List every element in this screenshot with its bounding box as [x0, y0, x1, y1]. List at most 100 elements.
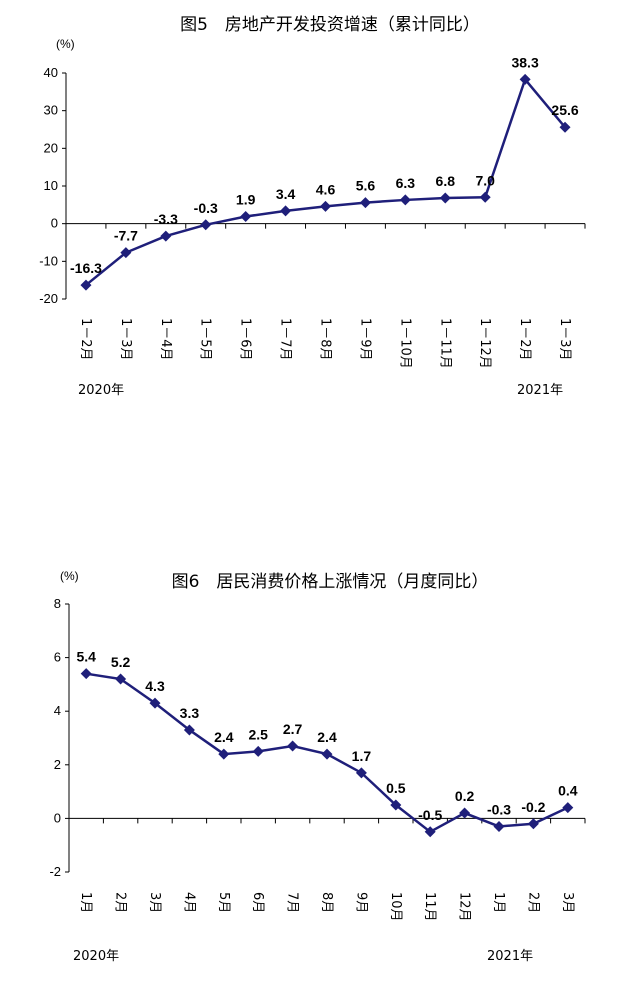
chart1-year-2021: 2021年	[517, 383, 563, 398]
data-label: 1.7	[352, 748, 372, 764]
data-point-marker	[320, 200, 331, 212]
x-tick-label: 4月	[181, 892, 196, 913]
data-point-marker	[399, 194, 411, 206]
data-point-marker	[287, 740, 299, 752]
data-point-marker	[280, 205, 292, 217]
data-label: -0.5	[418, 807, 442, 823]
data-label: 1.9	[236, 192, 256, 208]
data-label: 7.0	[475, 172, 495, 188]
y-tick-label: 0	[54, 810, 61, 825]
data-point-marker	[321, 748, 333, 760]
chart1-title: 图5 房地产开发投资增速（累计同比）	[180, 15, 480, 35]
y-tick-label: -20	[39, 291, 58, 306]
data-label: 38.3	[511, 54, 538, 70]
data-label: 6.8	[436, 173, 456, 189]
x-tick-label: 1－3月	[118, 318, 133, 361]
data-label: -3.3	[154, 211, 178, 227]
data-point-marker	[424, 826, 436, 838]
x-tick-label: 1－12月	[477, 318, 492, 369]
x-tick-label: 2月	[113, 892, 128, 913]
chart-investment-growth: 图5 房地产开发投资增速（累计同比） (%) 40 30 20 10 0 -10 -20 1…	[39, 15, 586, 398]
x-tick-label: 5月	[216, 892, 231, 913]
x-tick-label: 1月	[491, 892, 506, 913]
chart1-series	[80, 73, 571, 291]
data-point-marker	[160, 230, 172, 242]
data-label: 0.5	[386, 780, 406, 796]
data-point-marker	[218, 748, 230, 760]
data-label: 2.4	[317, 729, 337, 745]
data-point-marker	[559, 121, 571, 133]
data-point-marker	[183, 724, 195, 736]
y-tick-label: -10	[39, 253, 58, 268]
data-label: -16.3	[70, 260, 102, 276]
y-tick-label: 6	[54, 650, 61, 665]
y-tick-label: 20	[44, 140, 58, 155]
data-point-marker	[359, 197, 371, 209]
chart2-unit: (%)	[60, 569, 79, 583]
data-label: 3.3	[180, 705, 200, 721]
data-label: 0.4	[558, 783, 578, 799]
data-label: 25.6	[551, 102, 578, 118]
data-point-marker	[479, 191, 491, 203]
x-tick-label: 1－4月	[158, 318, 173, 361]
x-tick-label: 1－11月	[437, 318, 452, 369]
chart2-axes	[68, 604, 585, 872]
x-tick-label: 11月	[422, 892, 437, 922]
data-label: 5.4	[76, 649, 96, 665]
chart2-series	[80, 668, 574, 838]
y-tick-label: 0	[51, 216, 58, 231]
data-point-marker	[527, 818, 539, 830]
chart2-year-2021: 2021年	[487, 949, 533, 964]
y-tick-label: 10	[44, 178, 58, 193]
data-point-marker	[355, 767, 367, 779]
x-tick-label: 3月	[147, 892, 162, 913]
x-tick-label: 6月	[250, 892, 265, 913]
x-tick-label: 1－6月	[238, 318, 253, 361]
y-tick-label: -2	[49, 864, 61, 879]
y-tick-label: 8	[54, 596, 61, 611]
x-tick-label: 12月	[457, 892, 472, 922]
y-tick-label: 2	[54, 757, 61, 772]
x-tick-label: 7月	[285, 892, 300, 913]
chart-cpi: 图6 居民消费价格上涨情况（月度同比） (%) 8 6 4 2 0 -2 1月 2月 3月 4月…	[49, 569, 586, 964]
y-tick-label: 4	[54, 703, 61, 718]
data-point-marker	[459, 807, 471, 819]
x-tick-label: 10月	[388, 892, 403, 922]
x-tick-label: 1－5月	[198, 318, 213, 361]
x-tick-label: 2月	[525, 892, 540, 913]
x-tick-label: 1－9月	[357, 318, 372, 361]
data-label: 4.6	[316, 181, 336, 197]
x-tick-label: 1－10月	[397, 318, 412, 369]
data-point-marker	[115, 673, 127, 685]
chart2-x-ticks: 1月 2月 3月 4月 5月 6月 7月 8月 9月 10月 11月 12月 1月 2月 3月	[68, 818, 586, 922]
x-tick-label: 1－8月	[318, 318, 333, 361]
chart2-y-ticks: 8 6 4 2 0 -2	[49, 596, 69, 879]
data-point-marker	[390, 799, 402, 811]
data-label: 0.2	[455, 788, 475, 804]
x-tick-label: 1－3月	[557, 318, 572, 361]
data-point-marker	[252, 745, 264, 757]
data-point-marker	[80, 668, 92, 680]
data-point-marker	[519, 73, 531, 85]
y-tick-label: 40	[44, 65, 58, 80]
x-tick-label: 1－7月	[278, 318, 293, 361]
data-label: -7.7	[114, 228, 138, 244]
data-label: 3.4	[276, 186, 296, 202]
data-label: -0.3	[487, 801, 511, 817]
x-tick-label: 9月	[353, 892, 368, 913]
data-point-marker	[80, 279, 92, 291]
x-tick-label: 3月	[560, 892, 575, 913]
data-label: -0.2	[521, 799, 545, 815]
data-label: 2.4	[214, 729, 234, 745]
data-point-marker	[149, 697, 161, 709]
chart2-year-2020: 2020年	[73, 949, 119, 964]
chart2-data-labels: 5.4 5.2 4.3 3.3 2.4 2.5 2.7 2.4 1.7 0.5 -0.5 0.2 -0.…	[76, 649, 577, 823]
data-label: 6.3	[396, 175, 416, 191]
data-point-marker	[562, 802, 574, 814]
data-point-marker	[240, 211, 252, 223]
x-tick-label: 1月	[78, 892, 93, 913]
data-point-marker	[120, 247, 132, 259]
chart1-x-ticks: 1－2月 1－3月 1－4月 1－5月 1－6月 1－7月 1－8月 1－9月 1－10月 1－1…	[65, 223, 586, 369]
y-tick-label: 30	[44, 103, 58, 118]
data-point-marker	[439, 192, 451, 204]
